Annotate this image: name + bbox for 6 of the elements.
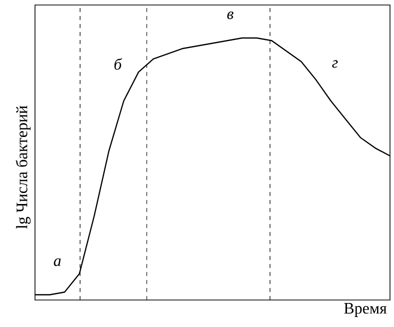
text: в: [227, 11, 234, 20]
annotation: б: [114, 58, 122, 70]
annotation: г: [332, 60, 338, 68]
x-axis-title: Время: [344, 303, 387, 317]
annotation: а: [54, 258, 61, 266]
y-axis-title: lg Числа бактерий: [16, 106, 31, 229]
